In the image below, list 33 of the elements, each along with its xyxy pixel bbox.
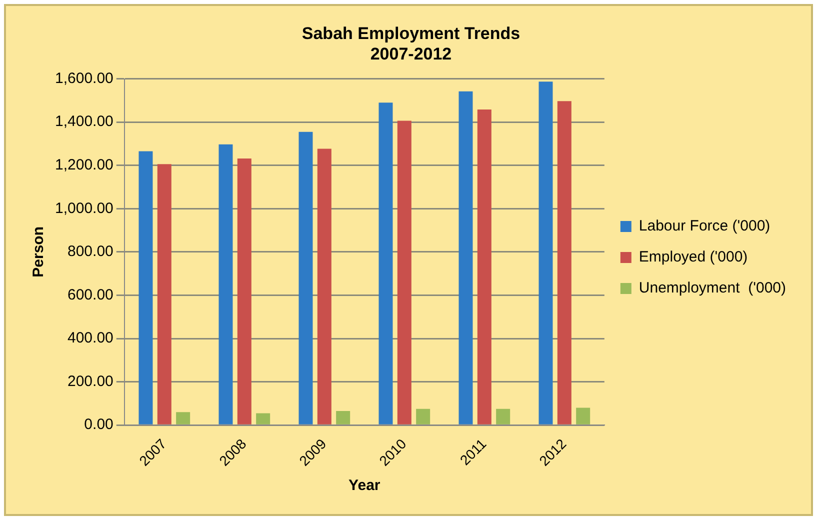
x-axis-title: Year — [348, 477, 380, 494]
bar — [218, 144, 233, 424]
bar — [298, 132, 313, 424]
bar — [176, 412, 190, 424]
bar — [557, 101, 572, 424]
bar — [317, 148, 332, 424]
chart-title: Sabah Employment Trends 2007-2012 — [302, 24, 520, 64]
bar — [397, 120, 412, 424]
y-tick-label: 200.00 — [68, 372, 114, 390]
y-tick-label: 800.00 — [68, 243, 114, 260]
y-tick-label: 400.00 — [68, 330, 114, 347]
y-tick-label: 0.00 — [84, 416, 114, 434]
legend-label: Labour Force ('000) — [638, 218, 770, 235]
y-tick-label: 1,000.00 — [55, 200, 114, 217]
y-axis-title: Person — [30, 226, 48, 278]
bar — [477, 110, 492, 424]
bar — [538, 82, 553, 424]
bar — [378, 102, 393, 424]
bar — [496, 408, 510, 424]
bar — [157, 164, 172, 424]
bar — [237, 158, 252, 424]
y-tick-label: 1,600.00 — [55, 70, 114, 87]
bar — [256, 413, 270, 424]
bar — [336, 411, 350, 424]
y-tick-label: 1,400.00 — [55, 113, 114, 130]
bar — [416, 408, 430, 424]
y-tick-label: 1,200.00 — [55, 156, 114, 174]
bar — [138, 151, 153, 424]
legend-label: Unemployment ('000) — [638, 280, 786, 297]
bar — [458, 91, 473, 424]
legend-label: Employed ('000) — [638, 248, 748, 266]
bar — [576, 408, 590, 424]
y-tick-label: 600.00 — [68, 286, 114, 304]
